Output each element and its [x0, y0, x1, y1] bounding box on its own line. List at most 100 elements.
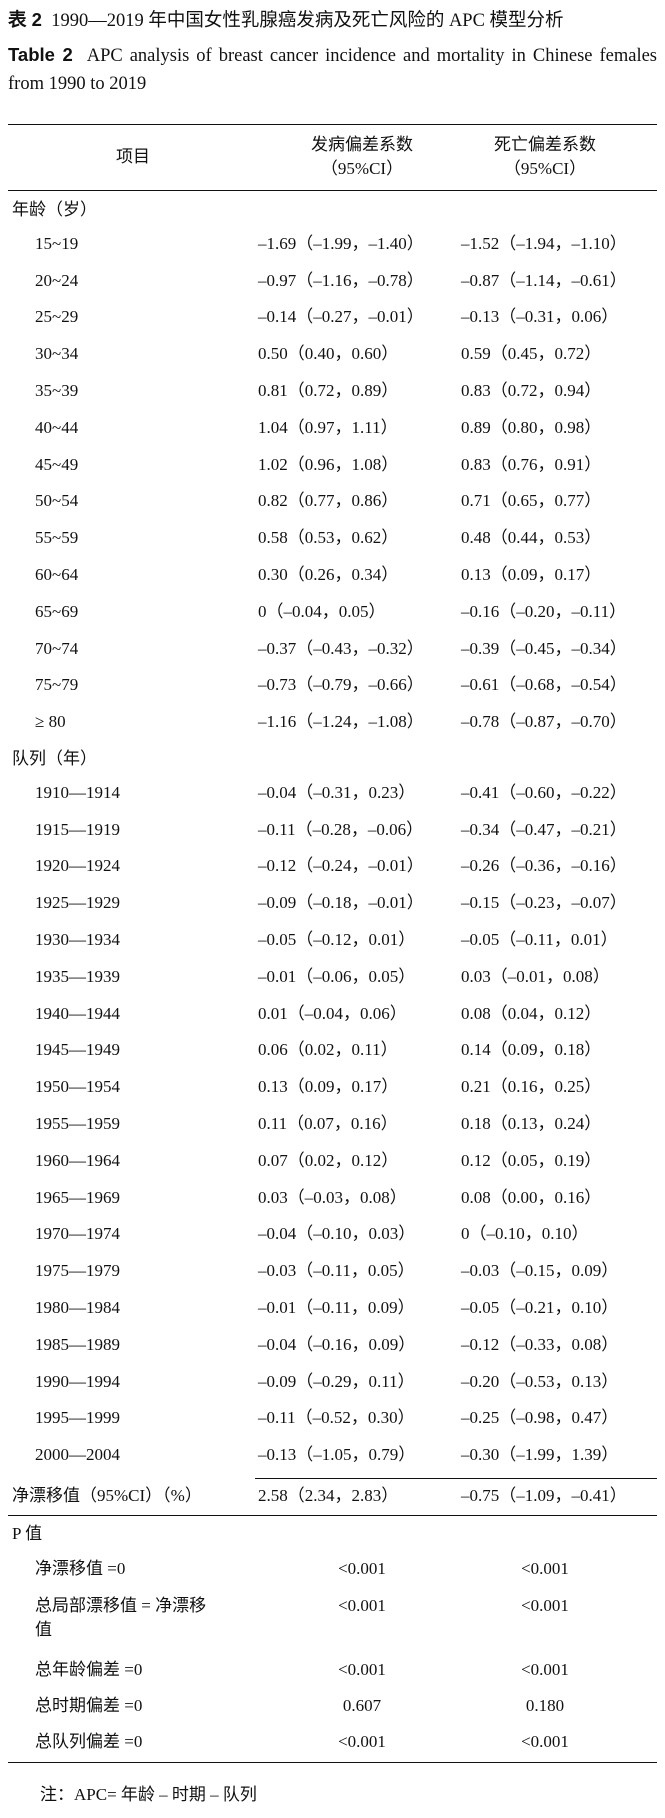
row-label: 40~44 [35, 417, 79, 437]
header-rule [8, 190, 657, 191]
header-cell: 项目 [116, 147, 150, 166]
mortality-cell: <0.001 [521, 1660, 569, 1679]
incidence-cell: 0.50（0.40，0.60） [258, 344, 399, 364]
mortality-cell: –0.41（–0.60，–0.22） [461, 782, 627, 802]
mortality-cell: <0.001 [521, 1732, 569, 1751]
header-cell: （95%CI） [503, 159, 587, 178]
incidence-cell: <0.001 [338, 1732, 386, 1751]
mortality-cell: 0.12（0.05，0.19） [461, 1150, 602, 1170]
mortality-cell: –0.26（–0.36，–0.16） [461, 856, 627, 876]
caption-text: 1990—2019 年中国女性乳腺癌发病及死亡风险的 APC 模型分析 [51, 11, 564, 31]
section-title: 队列（年） [12, 749, 97, 768]
mortality-cell: 0.21（0.16，0.25） [461, 1077, 602, 1097]
caption-text: APC analysis of breast cancer incidence … [8, 46, 657, 94]
mortality-cell: 0.180 [525, 1696, 565, 1715]
mortality-cell: –0.05（–0.21，0.10） [461, 1298, 619, 1317]
incidence-cell: –0.05（–0.12，0.01） [258, 930, 416, 949]
row-label: 1950—1954 [35, 1077, 120, 1097]
row-label: 总年龄偏差 =0 [35, 1660, 143, 1679]
mortality-cell: –0.13（–0.31，0.06） [461, 307, 619, 327]
incidence-cell: <0.001 [338, 1660, 386, 1679]
mortality-cell: –0.25（–0.98，0.47） [461, 1408, 619, 1428]
row-label: 1910—1914 [35, 782, 120, 802]
incidence-cell: 0.607 [342, 1696, 382, 1715]
mortality-cell: 0.08（0.00，0.16） [461, 1187, 602, 1207]
mortality-cell: 0.83（0.76，0.91） [461, 454, 602, 474]
row-label: 1975—1979 [35, 1261, 120, 1281]
row-label: 1930—1934 [35, 930, 120, 949]
incidence-cell: –1.16（–1.24，–1.08） [258, 712, 424, 732]
section-rule [8, 1515, 657, 1516]
row-label: 1965—1969 [35, 1187, 120, 1207]
mortality-cell: –0.20（–0.53，0.13） [461, 1371, 619, 1391]
incidence-cell: –0.97（–1.16，–0.78） [258, 270, 424, 290]
row-label: 45~49 [35, 454, 79, 474]
row-label: 1955—1959 [35, 1114, 120, 1133]
incidence-cell: 0.13（0.09，0.17） [258, 1077, 399, 1097]
incidence-cell: 0.01（–0.04，0.06） [258, 1003, 407, 1023]
incidence-cell: –0.09（–0.29，0.11） [258, 1371, 415, 1391]
row-label: 1980—1984 [35, 1298, 120, 1317]
mortality-cell: –0.12（–0.33，0.08） [461, 1334, 619, 1354]
mortality-cell: 0.89（0.80，0.98） [461, 417, 602, 437]
mortality-cell: 0.13（0.09，0.17） [461, 565, 602, 584]
row-label: 1995—1999 [35, 1408, 120, 1428]
row-label: 1960—1964 [35, 1150, 120, 1170]
row-label: 1935—1939 [35, 966, 120, 986]
row-label: 70~74 [35, 638, 79, 658]
incidence-cell: –0.14（–0.27，–0.01） [258, 307, 424, 327]
mortality-cell: –0.34（–0.47，–0.21） [461, 819, 627, 839]
incidence-cell: –0.11（–0.52，0.30） [258, 1408, 415, 1428]
header-cell: 发病偏差系数 [311, 135, 413, 154]
row-label: 1920—1924 [35, 856, 120, 876]
incidence-cell: 0.30（0.26，0.34） [258, 565, 399, 584]
caption: 表 2 1990—2019 年中国女性乳腺癌发病及死亡风险的 APC 模型分析 … [8, 6, 657, 98]
mortality-cell: 0.14（0.09，0.18） [461, 1040, 602, 1060]
row-label: 35~39 [35, 381, 79, 400]
mortality-cell: 0.59（0.45，0.72） [461, 344, 602, 364]
row-label: 1970—1974 [35, 1224, 120, 1244]
row-label: 总局部漂移值 = 净漂移值 [35, 1596, 207, 1639]
row-label: 1985—1989 [35, 1334, 120, 1354]
incidence-cell: 0（–0.04，0.05） [258, 601, 386, 621]
incidence-cell: –0.01（–0.11，0.09） [258, 1298, 415, 1317]
mortality-cell: –0.16（–0.20，–0.11） [461, 601, 627, 621]
mortality-cell: –0.78（–0.87，–0.70） [461, 712, 627, 732]
mortality-cell: –0.03（–0.15，0.09） [461, 1261, 619, 1281]
row-label: 总队列偏差 =0 [35, 1732, 143, 1751]
row-label: 55~59 [35, 528, 79, 548]
row-label: 1925—1929 [35, 893, 120, 913]
incidence-cell: 0.03（–0.03，0.08） [258, 1187, 407, 1207]
mortality-cell: 0.08（0.04，0.12） [461, 1003, 602, 1023]
incidence-cell: 1.02（0.96，1.08） [258, 454, 399, 474]
mortality-cell: 0.48（0.44，0.53） [461, 528, 602, 548]
cohort-rule [255, 1478, 657, 1479]
caption-label: Table 2 [8, 44, 73, 65]
caption-en: Table 2 APC analysis of breast cancer in… [8, 41, 657, 98]
mortality-cell: –0.39（–0.45，–0.34） [461, 638, 627, 658]
row-label: 75~79 [35, 675, 79, 695]
mortality-cell: 0.83（0.72，0.94） [461, 381, 602, 400]
caption-label: 表 2 [8, 9, 42, 30]
incidence-cell: –0.04（–0.10，0.03） [258, 1224, 416, 1244]
section-title: P 值 [12, 1524, 43, 1543]
mortality-cell: –0.75（–1.09，–0.41） [461, 1486, 627, 1505]
incidence-cell: 0.11（0.07，0.16） [258, 1114, 398, 1133]
caption-zh: 表 2 1990—2019 年中国女性乳腺癌发病及死亡风险的 APC 模型分析 [8, 6, 657, 35]
row-label: 净漂移值 =0 [35, 1559, 126, 1578]
row-label: 1940—1944 [35, 1003, 120, 1023]
mortality-cell: –0.61（–0.68，–0.54） [461, 675, 627, 695]
row-label: 2000—2004 [35, 1445, 120, 1465]
mortality-cell: <0.001 [521, 1596, 569, 1615]
row-label: 总时期偏差 =0 [35, 1696, 143, 1715]
incidence-cell: –0.09（–0.18，–0.01） [258, 893, 424, 913]
row-label: 1945—1949 [35, 1040, 120, 1060]
row-label: 30~34 [35, 344, 79, 364]
row-label: 1915—1919 [35, 819, 120, 839]
mortality-cell: –1.52（–1.94，–1.10） [461, 233, 627, 253]
incidence-cell: –0.01（–0.06，0.05） [258, 966, 416, 986]
mortality-cell: –0.87（–1.14，–0.61） [461, 270, 627, 290]
row-label: 65~69 [35, 601, 79, 621]
section-title: 年龄（岁） [12, 200, 97, 219]
incidence-cell: 2.58（2.34，2.83） [258, 1486, 399, 1505]
